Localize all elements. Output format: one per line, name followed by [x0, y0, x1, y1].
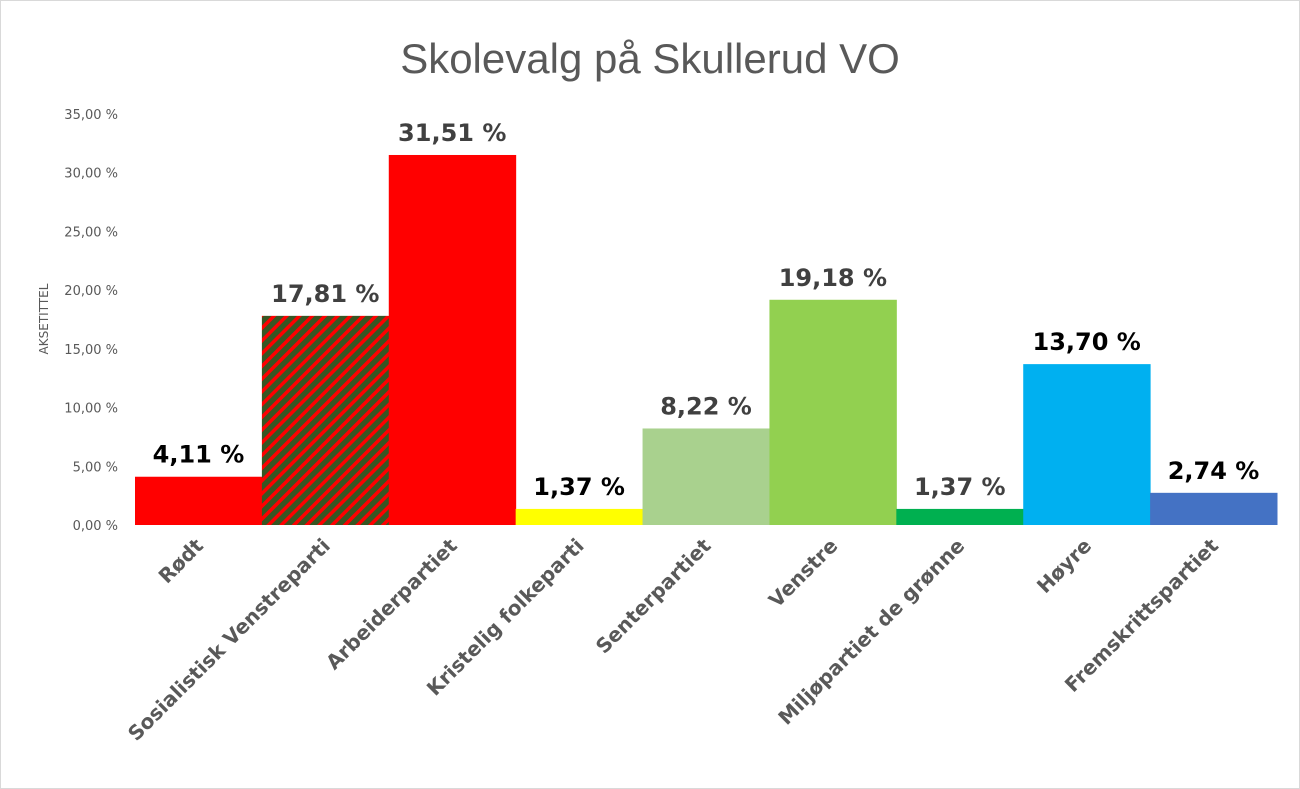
data-label: 13,70 %	[1033, 328, 1141, 356]
bar-7	[896, 508, 1024, 525]
bar-9	[1150, 492, 1278, 525]
bar-4	[515, 508, 644, 525]
bar-5	[642, 428, 770, 525]
data-label: 8,22 %	[660, 392, 752, 420]
y-tick-label: 25,00 %	[64, 225, 118, 240]
data-label: 1,37 %	[533, 473, 625, 501]
data-label: 31,51 %	[398, 119, 506, 147]
data-label: 2,74 %	[1168, 457, 1260, 485]
x-tick-label: Sosialistisk Venstreparti	[123, 534, 335, 746]
y-tick-label: 30,00 %	[64, 167, 118, 182]
y-axis-title: AKSETITTEL	[37, 283, 51, 354]
y-tick-label: 5,00 %	[73, 460, 118, 475]
y-tick-label: 0,00 %	[73, 519, 118, 534]
y-tick-label: 10,00 %	[64, 402, 118, 417]
data-label: 1,37 %	[914, 473, 1006, 501]
x-tick-label: Rødt	[154, 533, 209, 588]
data-label: 17,81 %	[271, 280, 379, 308]
data-label: 19,18 %	[779, 264, 887, 292]
x-tick-label: Høyre	[1032, 534, 1096, 598]
bar-2	[261, 315, 390, 525]
y-tick-label: 20,00 %	[64, 284, 118, 299]
x-tick-label: Arbeiderpartiet	[321, 533, 462, 674]
y-tick-label: 35,00 %	[64, 108, 118, 123]
bars	[135, 154, 1278, 525]
x-tick-label: Venstre	[764, 534, 843, 613]
data-label: 4,11 %	[153, 441, 245, 469]
x-tick-label: Senterpartiet	[591, 533, 716, 658]
y-axis-ticks: 0,00 % 5,00 % 10,00 % 15,00 % 20,00 % 25,00 %…	[64, 108, 118, 534]
bar-1	[135, 476, 263, 525]
bar-3	[388, 154, 517, 525]
data-labels: 4,11 % 17,81 % 31,51 % 1,37 % 8,22 % 19,18 % 1…	[153, 119, 1260, 501]
bar-8	[1023, 364, 1151, 525]
y-tick-label: 15,00 %	[64, 343, 118, 358]
chart-title: Skolevalg på Skullerud VO	[400, 35, 900, 82]
bar-6	[769, 299, 897, 525]
